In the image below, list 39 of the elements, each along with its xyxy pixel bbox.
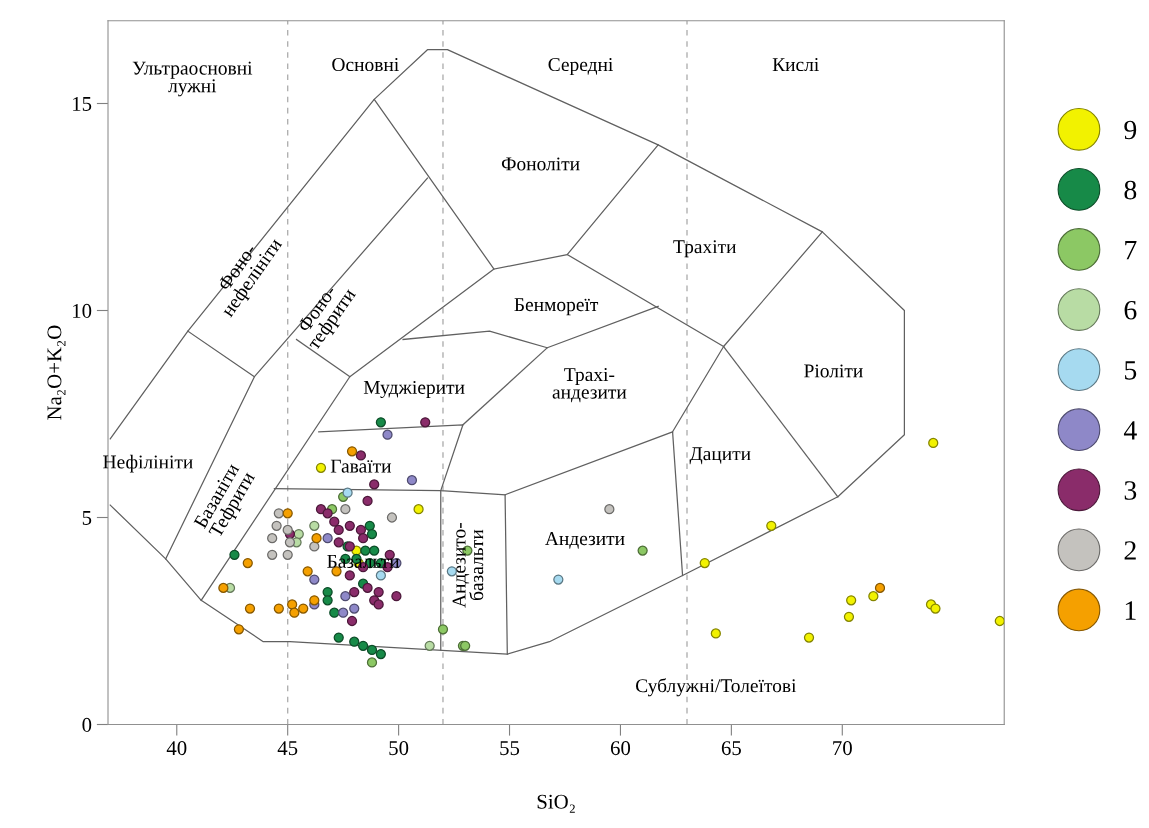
y-tick-label: 0 — [82, 717, 92, 732]
legend-label: 7 — [1125, 241, 1137, 260]
y-tick-label: 10 — [73, 303, 92, 318]
legend-label: 4 — [1123, 421, 1137, 440]
x-tick-label: 65 — [721, 741, 741, 756]
x-tick-label: 50 — [389, 741, 409, 756]
annotation: Андезити — [545, 532, 625, 549]
x-tick-label: 60 — [610, 741, 631, 756]
annotation: Трахіти — [673, 240, 737, 258]
annotation: Бенмореїт — [514, 298, 599, 316]
x-tick-label: 45 — [277, 741, 298, 756]
annotation: Ріоліти — [804, 364, 863, 378]
annotation: Нефілініти — [103, 454, 193, 473]
annotation: Середні — [548, 58, 613, 76]
x-tick-label: 70 — [833, 741, 852, 756]
legend-label: 8 — [1124, 180, 1137, 200]
legend-label: 3 — [1124, 481, 1137, 500]
legend-label: 5 — [1125, 361, 1137, 380]
annotation: Андезито- базальти — [452, 522, 484, 608]
x-tick-label: 40 — [166, 741, 187, 756]
y-tick-label: 15 — [73, 96, 92, 111]
y-axis-title: Na₂O+K₂O — [47, 325, 66, 420]
legend-label: 6 — [1124, 300, 1137, 320]
legend-label: 2 — [1124, 541, 1136, 560]
legend-label: 9 — [1124, 120, 1137, 140]
annotation: Базальти — [327, 554, 400, 568]
annotation: Дацити — [689, 447, 751, 465]
annotation: Кислі — [772, 58, 819, 72]
annotation: Гаваїти — [330, 459, 392, 473]
annotation: Сублужні/Толеїтові — [635, 678, 797, 697]
y-tick-label: 5 — [82, 511, 92, 525]
annotation: Муджіерити — [363, 380, 465, 398]
x-tick-label: 55 — [500, 741, 520, 756]
annotation: Основні — [332, 58, 399, 72]
x-axis-title: SiO₂ — [537, 794, 575, 813]
legend-label: 1 — [1125, 601, 1136, 620]
annotation: Ультраосновні лужні — [132, 61, 253, 97]
annotation: Трахі- андезити — [552, 368, 627, 403]
annotation: Фоноліти — [501, 157, 580, 171]
